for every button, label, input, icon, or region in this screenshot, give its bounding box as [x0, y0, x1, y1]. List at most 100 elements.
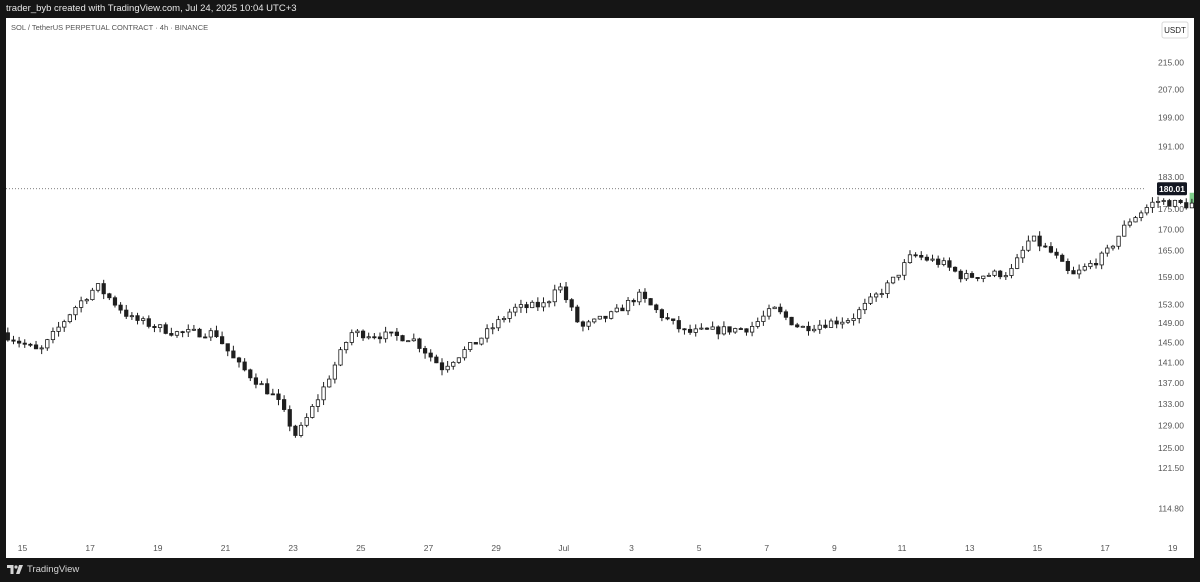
candle — [642, 288, 648, 303]
candle — [152, 324, 157, 333]
candle — [738, 327, 743, 330]
candle — [50, 327, 56, 344]
candle — [248, 368, 253, 382]
last-price-label: 180.01 — [1159, 184, 1185, 194]
x-tick-label: Jul — [558, 543, 569, 553]
candle — [874, 292, 879, 302]
candle — [473, 342, 478, 345]
candle — [428, 349, 433, 362]
candle — [1077, 264, 1082, 279]
candle — [141, 316, 146, 325]
candle — [1122, 220, 1127, 237]
y-tick-label: 207.00 — [1158, 84, 1184, 94]
candle — [840, 317, 845, 329]
candle — [907, 250, 913, 264]
candle — [569, 298, 574, 311]
support-zone[interactable] — [1189, 192, 1194, 205]
y-tick-label: 215.00 — [1158, 58, 1184, 68]
candle — [716, 325, 721, 340]
candle — [1020, 246, 1025, 263]
candle — [614, 304, 619, 313]
candle — [236, 356, 242, 368]
tradingview-brand[interactable]: TradingView — [7, 564, 79, 575]
candle — [1054, 248, 1059, 259]
candle — [552, 284, 557, 307]
candle — [129, 312, 134, 320]
candle — [1161, 198, 1166, 205]
candle — [1015, 253, 1020, 270]
candle — [1189, 198, 1194, 209]
candle — [1110, 244, 1116, 251]
footer-bar: TradingView — [0, 558, 1200, 582]
candle — [124, 304, 129, 319]
candle — [191, 324, 197, 332]
candle — [919, 251, 924, 261]
candle — [986, 272, 992, 277]
chart-panel[interactable]: 215.00 207.00 199.00 191.00 183.00 175.00 170.… — [6, 18, 1194, 558]
x-tick-label: 13 — [965, 543, 975, 553]
candle — [360, 329, 366, 341]
candle — [682, 328, 687, 335]
y-tick-label: 153.00 — [1158, 299, 1184, 309]
candle — [327, 375, 332, 388]
candle — [761, 310, 766, 326]
currency-button[interactable] — [1161, 21, 1189, 39]
candle — [73, 305, 78, 321]
candle — [513, 303, 518, 317]
candle — [445, 361, 450, 373]
x-tick-label: 5 — [697, 543, 702, 553]
candle — [422, 345, 428, 359]
candle — [558, 282, 563, 293]
candle — [721, 321, 727, 336]
candle — [507, 308, 512, 323]
candle — [1048, 242, 1054, 254]
candle — [180, 330, 185, 338]
candle — [580, 320, 586, 332]
candle — [890, 276, 896, 285]
candle — [975, 277, 980, 282]
x-tick-label: 15 — [18, 543, 28, 553]
candle — [112, 295, 118, 308]
candle — [603, 315, 608, 323]
candle — [778, 303, 783, 315]
symbol-label: SOL / TetherUS PERPETUAL CONTRACT · 4h ·… — [11, 23, 208, 32]
candle — [253, 373, 259, 389]
candle — [456, 357, 462, 364]
candle — [936, 255, 941, 268]
candle — [575, 304, 580, 323]
candle — [203, 333, 208, 339]
candle — [1037, 231, 1042, 252]
candle — [1150, 197, 1155, 213]
y-tick-label: 159.00 — [1158, 272, 1184, 282]
candle — [11, 335, 16, 345]
candle — [1133, 215, 1138, 223]
candle — [315, 394, 321, 413]
candle — [609, 310, 614, 320]
candle — [547, 300, 552, 308]
candle — [998, 269, 1003, 280]
candle — [625, 297, 631, 316]
candle — [219, 331, 225, 345]
candle — [1003, 272, 1008, 281]
brand-label: TradingView — [27, 564, 80, 575]
candle — [344, 341, 349, 354]
candle — [146, 315, 151, 329]
candle — [535, 297, 540, 311]
candle — [885, 280, 890, 299]
candle — [45, 338, 50, 351]
candle — [56, 321, 61, 337]
candle — [800, 325, 805, 328]
candle — [597, 315, 602, 320]
candle — [490, 322, 495, 335]
candle — [496, 315, 501, 332]
candle — [1172, 199, 1178, 208]
y-tick-label: 121.50 — [1158, 463, 1184, 473]
candle — [772, 306, 777, 310]
x-tick-label: 23 — [288, 543, 298, 553]
candle — [355, 329, 360, 337]
x-tick-label: 11 — [898, 543, 907, 553]
price-chart[interactable]: 215.00 207.00 199.00 191.00 183.00 175.00 170.… — [6, 18, 1194, 558]
candle — [1065, 258, 1070, 275]
candle — [321, 381, 326, 406]
candle — [699, 323, 704, 330]
